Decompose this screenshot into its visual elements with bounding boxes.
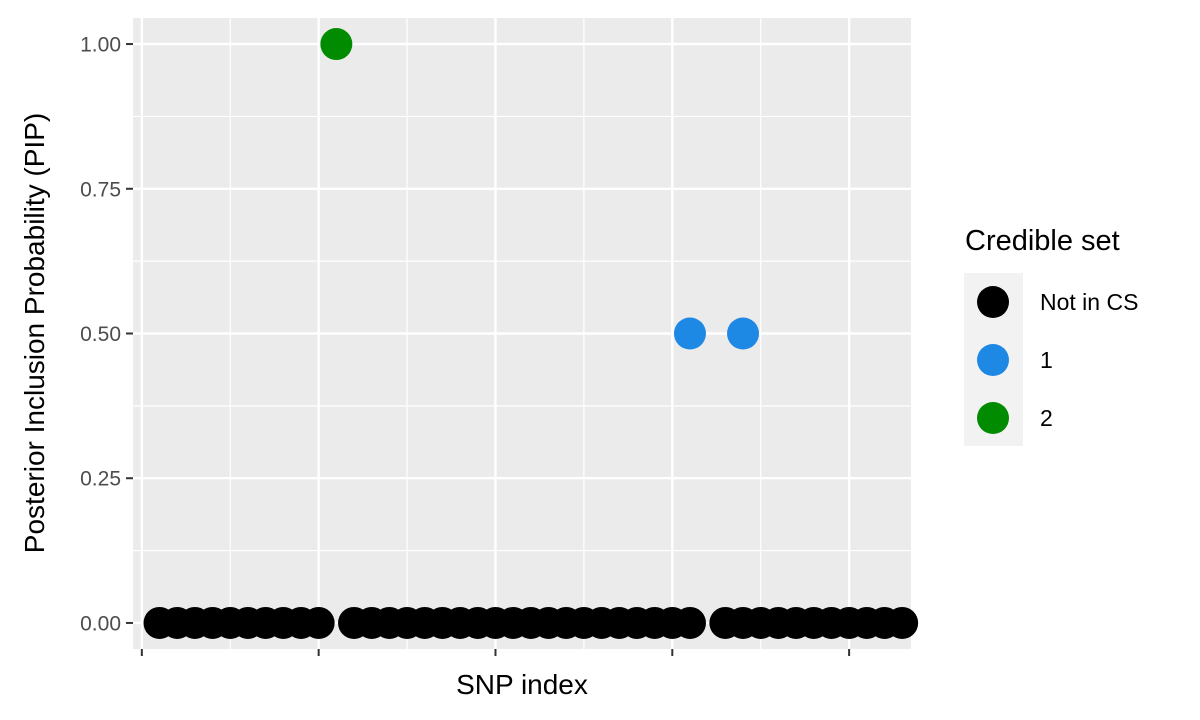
x-axis	[140, 649, 851, 656]
y-tick-label: 0.75	[80, 178, 121, 201]
data-point-none	[673, 606, 706, 639]
grid-lines	[133, 18, 911, 649]
legend-title: Credible set	[965, 225, 1120, 257]
y-axis-title: Posterior Inclusion Probability (PIP)	[19, 113, 50, 553]
y-tick-label: 0.25	[80, 468, 121, 491]
legend-key-none	[977, 286, 1009, 318]
y-axis: 0.00 0.25 0.50 0.75 1.00	[80, 34, 133, 635]
y-tick-label: 0.50	[80, 323, 121, 346]
data-point-none	[886, 606, 919, 639]
legend-label-cs2: 2	[1040, 405, 1053, 431]
x-axis-title: SNP index	[456, 669, 588, 700]
legend-label-cs1: 1	[1040, 347, 1053, 373]
legend: Credible set Not in CS 1 2	[964, 225, 1138, 446]
y-tick-label: 1.00	[80, 34, 121, 57]
data-point-cs1	[673, 317, 706, 350]
data-point-cs1	[727, 317, 760, 350]
legend-key-cs2	[977, 402, 1009, 434]
y-tick-label: 0.00	[80, 612, 121, 635]
data-point-none	[302, 606, 335, 639]
data-point-cs2	[320, 28, 353, 61]
data-points	[143, 28, 919, 639]
legend-key-cs1	[977, 344, 1009, 376]
legend-label-none: Not in CS	[1040, 289, 1138, 315]
